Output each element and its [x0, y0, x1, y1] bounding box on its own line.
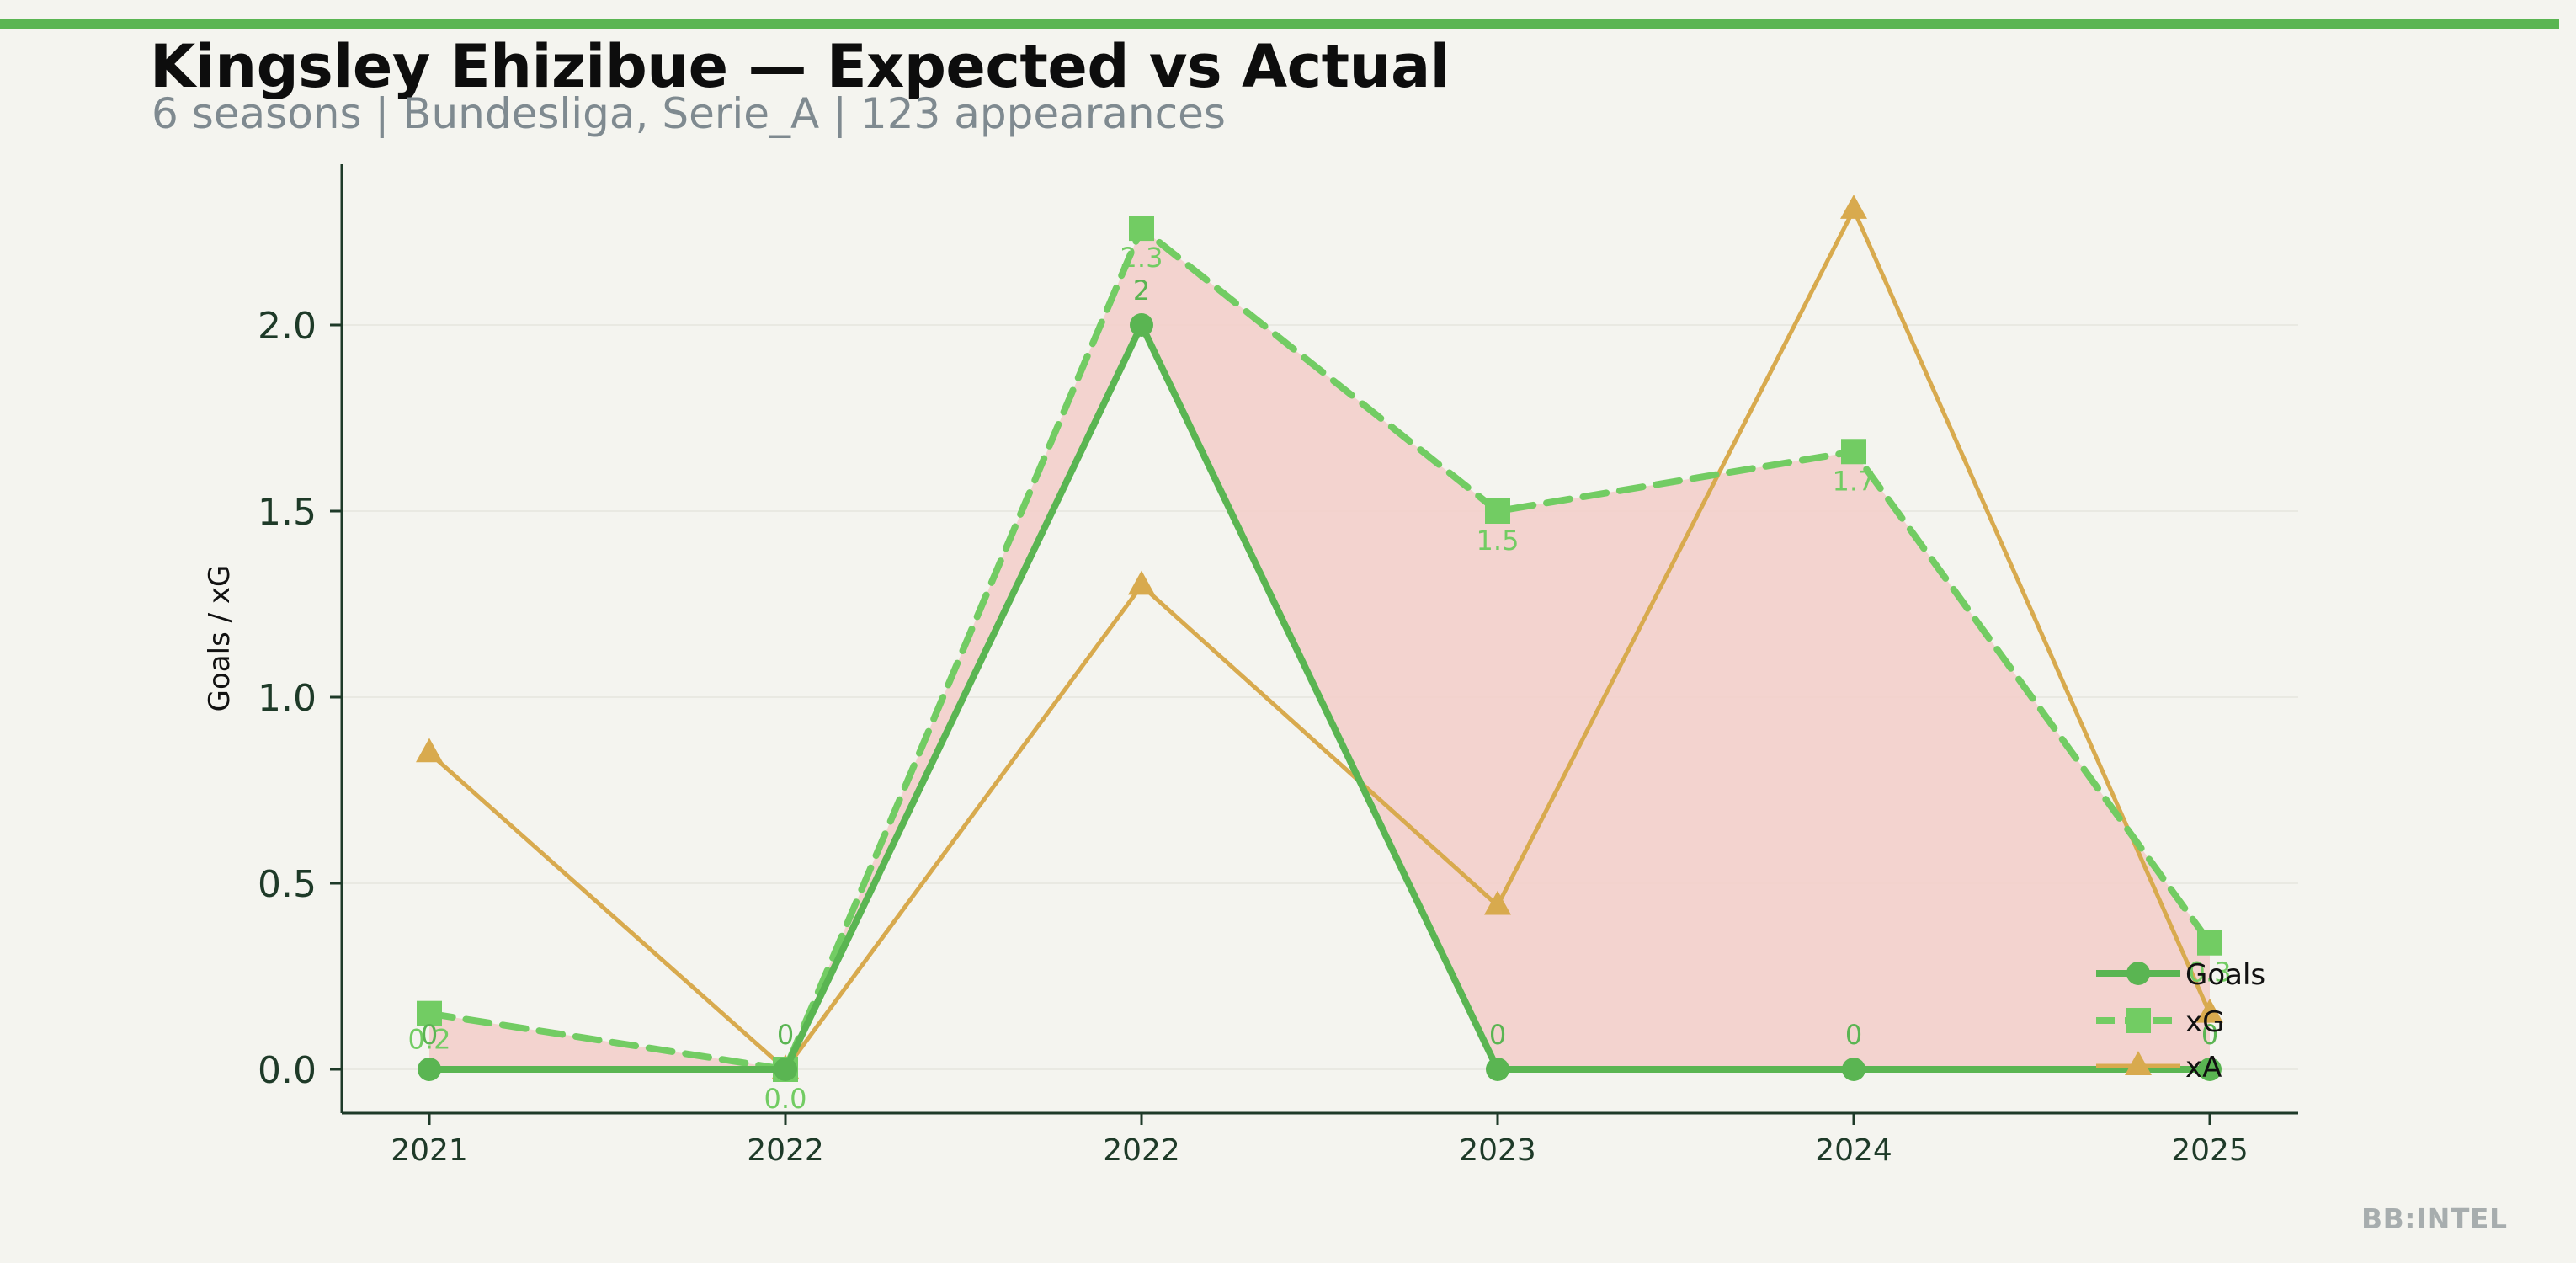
xg-value-label: 0.3	[2189, 957, 2232, 989]
series	[416, 195, 2223, 1082]
legend-marker-xg	[2126, 1008, 2151, 1033]
xg-value-label: 1.5	[1477, 525, 1520, 557]
x-tick-label: 2025	[2171, 1133, 2249, 1168]
xa-point	[1128, 570, 1155, 595]
xg-point	[1129, 216, 1154, 242]
legend: Goals xG xA	[2096, 958, 2265, 1084]
x-tick-label: 2022	[747, 1133, 824, 1168]
x-tick-label: 2024	[1815, 1133, 1892, 1168]
goals-point	[1130, 313, 1153, 337]
xg-point	[1485, 498, 1510, 524]
legend-marker-goals	[2126, 962, 2150, 985]
goals-point	[418, 1058, 441, 1081]
xg-value-label: 2.3	[1120, 242, 1163, 274]
xa-point	[1484, 890, 1511, 915]
goals-point	[774, 1058, 797, 1081]
xg-point	[417, 1000, 442, 1026]
y-tick-label: 2.0	[258, 305, 317, 348]
goals-point	[1486, 1058, 1509, 1081]
legend-marker-xa	[2125, 1051, 2152, 1075]
legend-label-xg: xG	[2185, 1005, 2224, 1039]
xg-point	[1841, 439, 1866, 465]
xg-line	[426, 225, 2213, 1073]
xg-gap-area	[429, 228, 2210, 1070]
xg-value-label: 0.0	[764, 1083, 807, 1115]
xa-point	[416, 738, 443, 763]
xg-point	[2197, 930, 2222, 956]
xa-line	[427, 207, 2212, 1072]
goals-value-label: 0	[421, 1019, 438, 1051]
chart-subtitle: 6 seasons | Bundesliga, Serie_A | 123 ap…	[152, 89, 1226, 138]
xg-value-label: 0.2	[408, 1024, 451, 1056]
y-tick-label: 1.5	[258, 491, 317, 534]
goals-line	[426, 322, 2213, 1073]
x-tick-label: 2023	[1459, 1133, 1536, 1168]
goals-value-label: 0	[2201, 1019, 2218, 1051]
goals-value-label: 0	[777, 1019, 794, 1051]
xa-point	[2196, 998, 2223, 1023]
goals-point	[2198, 1058, 2222, 1081]
y-tick-label: 1.0	[258, 677, 317, 720]
data-labels: 0 020 0 00.20.02.31.51.70.3	[408, 242, 2232, 1115]
brand-watermark: BB:INTEL	[2361, 1202, 2508, 1235]
chart-title: Kingsley Ehizibue — Expected vs Actual	[150, 32, 1450, 101]
y-axis-title: Goals / xG	[203, 565, 237, 712]
legend-label-xa: xA	[2185, 1051, 2222, 1084]
goals-point	[1842, 1058, 1865, 1081]
accent-bar	[0, 19, 2559, 29]
xa-point	[1840, 195, 1867, 219]
goals-value-label: 2	[1133, 274, 1150, 306]
x-tick-label: 2021	[391, 1133, 468, 1168]
goals-value-label: 0	[1845, 1019, 1862, 1051]
legend-label-goals: Goals	[2185, 958, 2265, 992]
xg-value-label: 1.7	[1833, 465, 1876, 497]
xg-goals-gap-fill	[429, 228, 2210, 1070]
y-tick-label: 0.0	[258, 1049, 317, 1092]
axes: 0.0 0.5 1.0 1.5 2.0 2021 2022 2022 2023 2024 2025 G…	[203, 164, 2298, 1168]
y-tick-label: 0.5	[258, 863, 317, 906]
goals-value-label: 0	[1489, 1019, 1506, 1051]
x-tick-label: 2022	[1103, 1133, 1180, 1168]
